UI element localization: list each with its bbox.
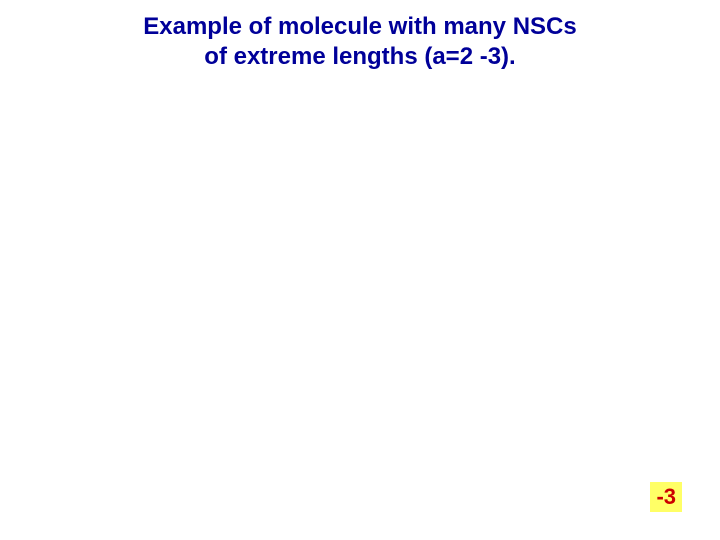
title-line-2: of extreme lengths (a=2 -3). [0, 42, 720, 72]
slide-title: Example of molecule with many NSCs of ex… [0, 12, 720, 72]
page-number-badge: -3 [650, 482, 682, 512]
title-line-1: Example of molecule with many NSCs [0, 12, 720, 42]
